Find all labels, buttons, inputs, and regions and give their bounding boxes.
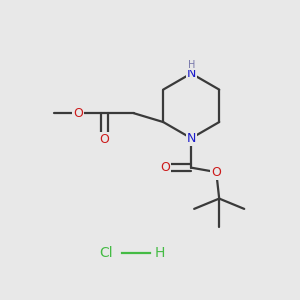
Text: N: N <box>187 132 196 145</box>
Text: H: H <box>188 60 196 70</box>
Text: N: N <box>187 67 196 80</box>
Text: Cl: Cl <box>99 246 112 260</box>
Text: O: O <box>211 166 221 178</box>
Text: O: O <box>73 107 83 120</box>
Text: H: H <box>155 246 166 260</box>
Text: O: O <box>99 133 109 146</box>
Text: O: O <box>160 161 170 174</box>
